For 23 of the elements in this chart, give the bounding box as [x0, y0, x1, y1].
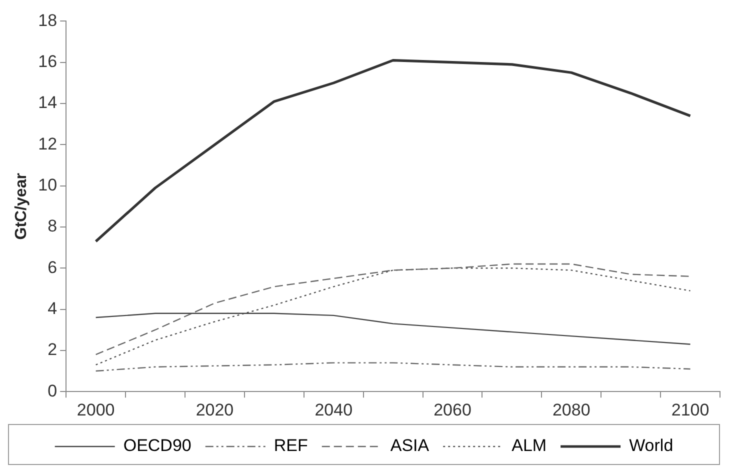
x-tick-label: 2000: [76, 400, 115, 420]
y-tick-label: 16: [38, 52, 58, 72]
legend-label: ASIA: [390, 436, 430, 456]
y-tick-label: 12: [38, 134, 58, 154]
legend-label: OECD90: [123, 436, 192, 456]
legend-label: World: [629, 436, 674, 456]
y-tick-label: 8: [48, 216, 58, 236]
y-tick-label: 14: [38, 93, 58, 112]
y-tick-label: 4: [48, 298, 58, 318]
legend-label: ALM: [512, 436, 547, 456]
y-tick-label: 0: [48, 381, 58, 400]
x-tick-label: 2040: [314, 400, 353, 420]
x-tick-label: 2100: [671, 400, 710, 420]
y-tick-label: 2: [48, 340, 58, 360]
y-tick-label: 10: [38, 176, 58, 195]
x-tick-label: 2080: [552, 400, 590, 420]
y-axis-title: GtC/year: [13, 173, 30, 240]
y-tick-label: 18: [38, 10, 58, 30]
x-tick-label: 2060: [434, 400, 472, 420]
line-series: [95, 362, 691, 372]
legend-label: REF: [274, 436, 308, 456]
x-tick-label: 2020: [196, 400, 234, 420]
y-tick-label: 6: [48, 258, 58, 277]
